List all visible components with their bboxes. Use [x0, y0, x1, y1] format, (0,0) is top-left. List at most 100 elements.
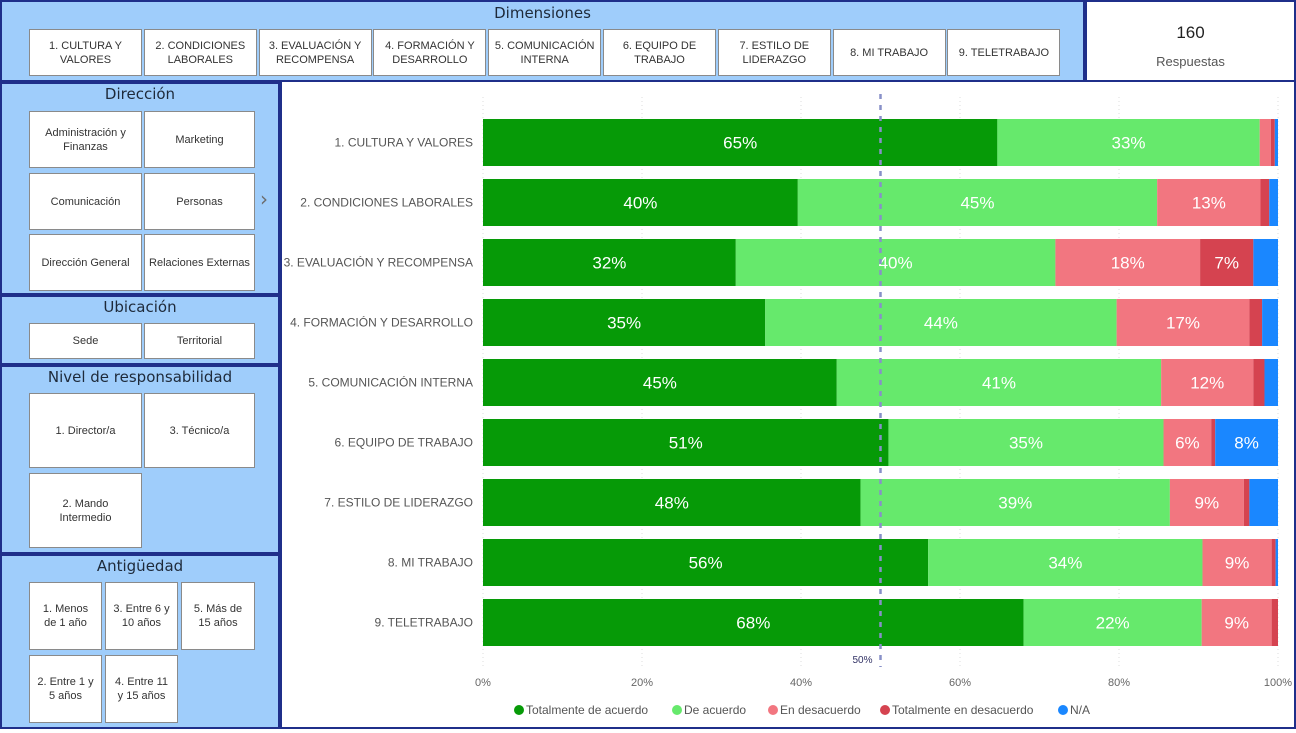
bar-segment[interactable]: [1023, 599, 1202, 646]
bar-segment[interactable]: [1249, 299, 1263, 346]
data-label: 7%: [1214, 254, 1239, 273]
dimension-button[interactable]: 5. COMUNICACIÓN INTERNA: [488, 29, 602, 76]
data-label: 51%: [669, 434, 703, 453]
bar-segment[interactable]: [483, 239, 736, 286]
bar-segment[interactable]: [1262, 299, 1278, 346]
bar-segment[interactable]: [928, 539, 1203, 586]
bar-segment[interactable]: [483, 539, 929, 586]
bar-segment[interactable]: [1275, 539, 1278, 586]
data-label: 32%: [592, 254, 626, 273]
x-tick-label: 0%: [475, 677, 491, 689]
antiguedad-button[interactable]: 2. Entre 1 y 5 años: [29, 655, 102, 723]
category-label: 1. CULTURA Y VALORES: [335, 136, 474, 150]
bar-segment[interactable]: [1271, 539, 1276, 586]
bar-segment[interactable]: [1270, 119, 1275, 166]
category-label: 8. MI TRABAJO: [388, 556, 473, 570]
dimension-button[interactable]: 1. CULTURA Y VALORES: [29, 29, 142, 76]
data-label: 40%: [623, 194, 657, 213]
direccion-button[interactable]: Administración y Finanzas: [29, 111, 142, 168]
direccion-button[interactable]: Comunicación: [29, 173, 142, 230]
bar-segment[interactable]: [1269, 179, 1278, 226]
antiguedad-button[interactable]: 3. Entre 6 y 10 años: [105, 582, 178, 650]
bar-segment[interactable]: [1202, 539, 1272, 586]
antiguedad-title: Antigüedad: [96, 557, 184, 575]
antiguedad-button[interactable]: 5. Más de 15 años: [181, 582, 255, 650]
ubicacion-button[interactable]: Sede: [29, 323, 142, 359]
bar-segment[interactable]: [765, 299, 1117, 346]
dimension-button[interactable]: 7. ESTILO DE LIDERAZGO: [717, 29, 831, 76]
dimension-button[interactable]: 6. EQUIPO DE TRABAJO: [603, 29, 716, 76]
bar-segment[interactable]: [1211, 419, 1216, 466]
bar-segment[interactable]: [1274, 119, 1278, 166]
bar-segment[interactable]: [1116, 299, 1250, 346]
dimension-button[interactable]: 8. MI TRABAJO: [832, 29, 946, 76]
bar-segment[interactable]: [483, 419, 889, 466]
bar-segment[interactable]: [1163, 419, 1212, 466]
bar-segment[interactable]: [1243, 479, 1250, 526]
bar-segment[interactable]: [1260, 179, 1270, 226]
chevron-right-icon[interactable]: ›: [260, 187, 268, 211]
bar-segment[interactable]: [1271, 599, 1278, 646]
data-label: 41%: [982, 374, 1016, 393]
bar-segment[interactable]: [1259, 119, 1271, 166]
bar-segment[interactable]: [483, 359, 837, 406]
legend-marker-2[interactable]: [768, 705, 778, 715]
category-label: 9. TELETRABAJO: [375, 616, 473, 630]
bar-segment[interactable]: [1055, 239, 1201, 286]
bar-segment[interactable]: [1253, 359, 1265, 406]
reference-line-label: 50%: [852, 655, 872, 666]
legend-label: De acuerdo: [684, 703, 746, 717]
bar-segment[interactable]: [483, 599, 1024, 646]
bar-segment[interactable]: [1169, 479, 1244, 526]
direccion-button[interactable]: Marketing: [144, 111, 255, 168]
nivel-button[interactable]: 1. Director/a: [29, 393, 142, 468]
data-label: 9%: [1195, 494, 1220, 513]
bar-segment[interactable]: [860, 479, 1170, 526]
bar-segment[interactable]: [1157, 179, 1261, 226]
bar-segment[interactable]: [483, 299, 766, 346]
bar-segment[interactable]: [483, 179, 798, 226]
direccion-button[interactable]: Personas: [144, 173, 255, 230]
ubicacion-button[interactable]: Territorial: [144, 323, 255, 359]
data-label: 12%: [1190, 374, 1224, 393]
legend-marker-1[interactable]: [672, 705, 682, 715]
dimension-button[interactable]: 3. EVALUACIÓN Y RECOMPENSA: [258, 29, 372, 76]
nivel-button[interactable]: 2. Mando Intermedio: [29, 473, 142, 548]
bar-segment[interactable]: [483, 479, 861, 526]
dimension-button[interactable]: 9. TELETRABAJO: [947, 29, 1061, 76]
bar-segment[interactable]: [888, 419, 1164, 466]
bar-segment[interactable]: [1161, 359, 1254, 406]
bar-segment[interactable]: [997, 119, 1260, 166]
legend-marker-3[interactable]: [880, 705, 890, 715]
data-label: 65%: [723, 134, 757, 153]
legend-marker-0[interactable]: [514, 705, 524, 715]
dimensiones-slicer: Dimensiones 1. CULTURA Y VALORES 2. CONDI…: [0, 0, 1085, 82]
bar-segment[interactable]: [1249, 479, 1278, 526]
bar-segment[interactable]: [836, 359, 1162, 406]
dimension-button[interactable]: 4. FORMACIÓN Y DESARROLLO: [373, 29, 487, 76]
bar-segment[interactable]: [1264, 359, 1278, 406]
data-label: 22%: [1096, 614, 1130, 633]
bar-segment[interactable]: [797, 179, 1158, 226]
respuestas-card: 160 Respuestas: [1085, 0, 1296, 82]
data-label: 13%: [1192, 194, 1226, 213]
dimensiones-title: Dimensiones: [494, 4, 591, 22]
antiguedad-button[interactable]: 1. Menos de 1 año: [29, 582, 102, 650]
legend-marker-4[interactable]: [1058, 705, 1068, 715]
bar-segment[interactable]: [735, 239, 1056, 286]
data-label: 40%: [879, 254, 913, 273]
bar-segment[interactable]: [1201, 599, 1272, 646]
respuestas-count: 160: [1176, 23, 1205, 42]
data-label: 45%: [960, 194, 994, 213]
data-label: 35%: [1009, 434, 1043, 453]
data-label: 18%: [1111, 254, 1145, 273]
dimension-button[interactable]: 2. CONDICIONES LABORALES: [143, 29, 257, 76]
bar-segment[interactable]: [483, 119, 998, 166]
bar-segment[interactable]: [1200, 239, 1254, 286]
bar-segment[interactable]: [1253, 239, 1278, 286]
direccion-button[interactable]: Dirección General: [29, 234, 142, 291]
bar-segment[interactable]: [1215, 419, 1278, 466]
direccion-button[interactable]: Relaciones Externas: [144, 234, 255, 291]
nivel-button[interactable]: 3. Técnico/a: [144, 393, 255, 468]
antiguedad-button[interactable]: 4. Entre 11 y 15 años: [105, 655, 178, 723]
